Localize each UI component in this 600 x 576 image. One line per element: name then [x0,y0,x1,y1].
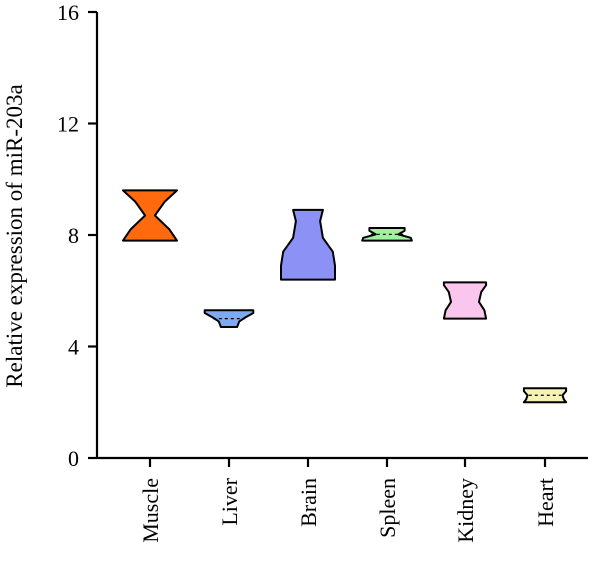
x-tick-label-heart: Heart [533,478,558,527]
x-tick-label-liver: Liver [217,477,242,525]
y-axis: 0 4 8 12 16 [57,0,99,471]
y-tick-label: 4 [68,335,79,360]
violin-heart [522,387,568,404]
x-tick-label-spleen: Spleen [375,478,400,538]
x-tick-label-kidney: Kidney [453,478,478,543]
violin-muscle [122,189,178,242]
violin-brain [280,208,336,281]
violin-liver [203,309,255,328]
y-tick-label: 0 [68,446,79,471]
violins [122,189,568,404]
y-tick-label: 16 [57,0,79,25]
violin-kidney [442,281,488,320]
y-tick-label: 8 [68,223,79,248]
x-tick-label-brain: Brain [296,478,321,527]
y-tick-label: 12 [57,112,79,137]
violin-spleen [361,227,413,242]
x-axis: Muscle Liver Brain Spleen Kidney Heart [97,456,588,543]
x-tick-label-muscle: Muscle [138,478,163,543]
y-axis-title: Relative expression of miR-203a [2,84,27,387]
